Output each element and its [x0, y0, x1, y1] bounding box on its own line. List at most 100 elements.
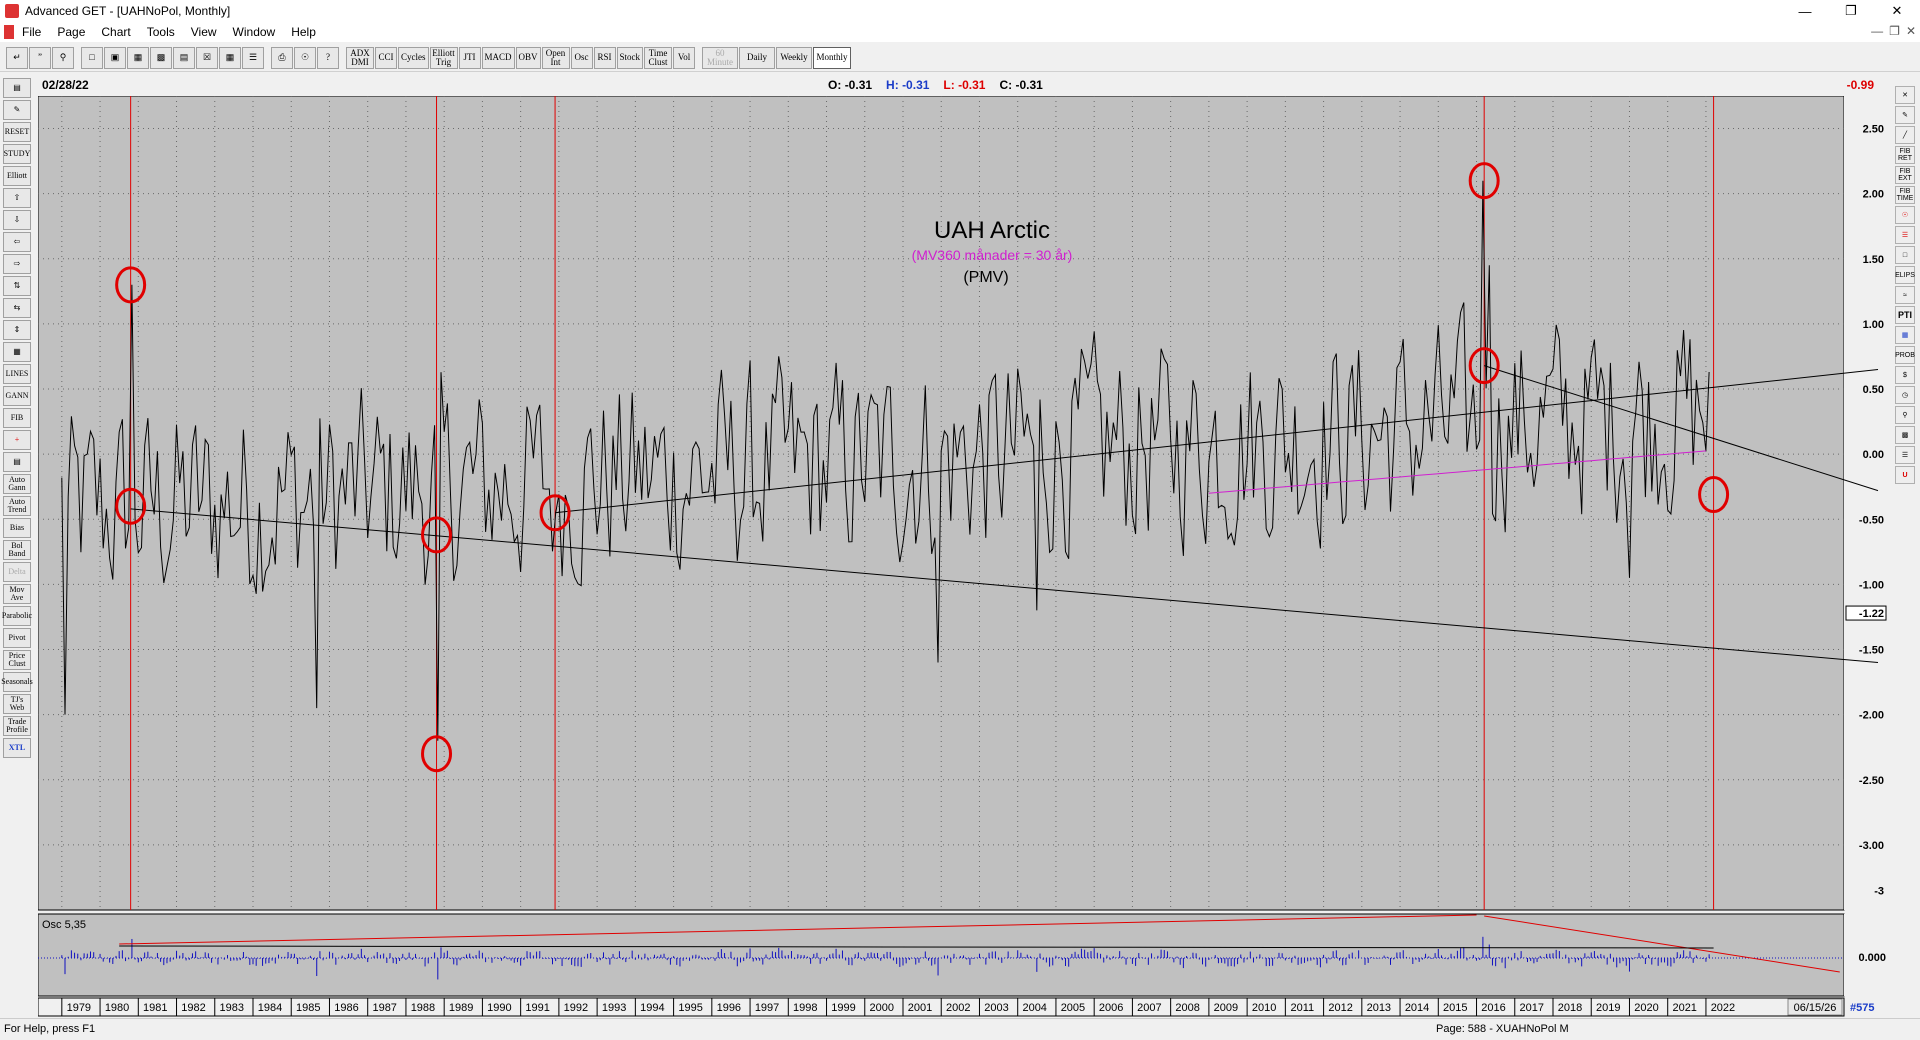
menu-file[interactable]: File: [22, 25, 42, 39]
close-button[interactable]: ✕: [1891, 3, 1903, 18]
dollar-icon[interactable]: $: [1895, 366, 1915, 384]
study-button[interactable]: STUDY: [3, 144, 31, 164]
elliott-trig-button[interactable]: Elliott Trig: [429, 46, 458, 69]
wave-icon[interactable]: ≈: [1895, 286, 1915, 304]
clock-icon[interactable]: ◷: [1895, 386, 1915, 404]
crosshair-icon[interactable]: +: [3, 430, 31, 450]
pti-button[interactable]: PTI: [1895, 306, 1915, 324]
cycles-button[interactable]: Cycles: [398, 46, 429, 69]
table-icon[interactable]: ▦: [1895, 326, 1915, 344]
quote-icon[interactable]: ”: [29, 46, 51, 69]
circle-marker: [1698, 476, 1730, 514]
magnifier-icon[interactable]: ⚲: [1895, 406, 1915, 424]
page-icon[interactable]: ▤: [173, 46, 195, 69]
reset-button[interactable]: RESET: [3, 122, 31, 142]
zoom-icon[interactable]: ⚲: [52, 46, 74, 69]
pivot-button[interactable]: Pivot: [3, 628, 31, 648]
seasonals-button[interactable]: Seasonals: [1, 672, 33, 692]
arrow-left-icon[interactable]: ⇦: [3, 232, 31, 252]
new-icon[interactable]: □: [81, 46, 103, 69]
open-folder-icon[interactable]: ▤: [3, 78, 31, 98]
cursor-icon[interactable]: ↵: [6, 46, 28, 69]
grid-icon[interactable]: ▦: [219, 46, 241, 69]
open-icon[interactable]: ▦: [127, 46, 149, 69]
menu-tools[interactable]: Tools: [146, 25, 175, 39]
copy-icon[interactable]: ▩: [150, 46, 172, 69]
fib-button[interactable]: FIB: [3, 408, 31, 428]
bias-button[interactable]: Bias: [3, 518, 31, 538]
stock-button[interactable]: Stock: [616, 46, 644, 69]
checklist-icon[interactable]: ☰: [1895, 446, 1915, 464]
list-icon[interactable]: ☰: [242, 46, 264, 69]
tool-icon[interactable]: ✎: [3, 100, 31, 120]
temperature-series-line: [61, 180, 1710, 741]
bulb-icon[interactable]: ☉: [294, 46, 316, 69]
spiral-icon[interactable]: ☉: [1895, 206, 1915, 224]
monthly-button[interactable]: Monthly: [813, 46, 852, 69]
trade-profile-button[interactable]: Trade Profile: [3, 716, 31, 736]
chart-subtitle: (MV360 månader = 30 år): [912, 247, 1073, 263]
pencil-icon[interactable]: ✎: [1895, 106, 1915, 124]
mov-ave-button[interactable]: Mov Ave: [3, 584, 31, 604]
menu-view[interactable]: View: [190, 25, 217, 39]
close-tool-icon[interactable]: ✕: [1895, 86, 1915, 104]
parabolic-button[interactable]: Parabolic: [2, 606, 32, 626]
arrow-right-icon[interactable]: ⇨: [3, 254, 31, 274]
fib-time-button[interactable]: FIB TIME: [1895, 186, 1915, 204]
xtl-button[interactable]: XTL: [3, 738, 31, 758]
save-icon[interactable]: ▣: [104, 46, 126, 69]
60-minute-button[interactable]: 60 Minute: [702, 46, 739, 69]
prob-button[interactable]: PROB: [1895, 346, 1915, 364]
menu-page[interactable]: Page: [57, 25, 86, 39]
template-icon[interactable]: ▤: [3, 452, 31, 472]
paint-icon[interactable]: ▩: [1895, 426, 1915, 444]
open-int-button[interactable]: Open Int: [541, 46, 570, 69]
expand-icon[interactable]: ⇆: [3, 298, 31, 318]
obv-button[interactable]: OBV: [515, 46, 541, 69]
mdi-minimize-icon[interactable]: —: [1871, 24, 1884, 38]
jti-button[interactable]: JTI: [458, 46, 481, 69]
osc-button[interactable]: Osc: [570, 46, 593, 69]
weekly-button[interactable]: Weekly: [776, 46, 813, 69]
scale-icon[interactable]: ⇕: [3, 320, 31, 340]
help-icon[interactable]: ?: [317, 46, 339, 69]
print-icon[interactable]: ⎙: [271, 46, 293, 69]
menu-window[interactable]: Window: [232, 25, 276, 39]
auto-trend-button[interactable]: Auto Trend: [3, 496, 31, 516]
delta-button[interactable]: Delta: [3, 562, 31, 582]
elips-button[interactable]: ELIPS: [1895, 266, 1915, 284]
vol-button[interactable]: Vol: [673, 46, 696, 69]
bol-band-button[interactable]: Bol Band: [3, 540, 31, 560]
chart-area[interactable]: 2.50 2.00 1.50 1.00 0.50 0.00 -0.50 -1.00 -1.50 -…: [37, 95, 1888, 1017]
fan-icon[interactable]: ☰: [1895, 226, 1915, 244]
fib-ret-button[interactable]: FIB RET: [1895, 146, 1915, 164]
minimize-button[interactable]: —: [1798, 3, 1812, 19]
delete-icon[interactable]: ☒: [196, 46, 218, 69]
time-clust-button[interactable]: Time Clust: [644, 46, 673, 69]
lines-button[interactable]: LINES: [3, 364, 31, 384]
compress-icon[interactable]: ⇅: [3, 276, 31, 296]
fib-ext-button[interactable]: FIB EXT: [1895, 166, 1915, 184]
tjs-web-button[interactable]: TJ's Web: [3, 694, 31, 714]
maximize-button[interactable]: ❐: [1845, 3, 1857, 18]
auto-gann-button[interactable]: Auto Gann: [3, 474, 31, 494]
arrow-up-icon[interactable]: ⇧: [3, 188, 31, 208]
mdi-restore-icon[interactable]: ❐: [1889, 24, 1900, 38]
magnet-icon[interactable]: U: [1895, 466, 1915, 484]
price-chart[interactable]: 2.50 2.00 1.50 1.00 0.50 0.00 -0.50 -1.00 -1.50 -…: [37, 95, 1888, 1018]
cci-button[interactable]: CCI: [375, 46, 397, 69]
gann-button[interactable]: GANN: [3, 386, 31, 406]
adx-dmi-button[interactable]: ADX DMI: [346, 46, 374, 69]
line-tool-icon[interactable]: ╱: [1895, 126, 1915, 144]
menu-chart[interactable]: Chart: [101, 25, 131, 39]
grid-toggle-icon[interactable]: ▦: [3, 342, 31, 362]
arrow-down-icon[interactable]: ⇩: [3, 210, 31, 230]
price-clust-button[interactable]: Price Clust: [3, 650, 31, 670]
mdi-close-icon[interactable]: ✕: [1905, 24, 1916, 38]
rsi-button[interactable]: RSI: [593, 46, 616, 69]
daily-button[interactable]: Daily: [739, 46, 776, 69]
menu-help[interactable]: Help: [291, 25, 316, 39]
elliott-button[interactable]: Elliott: [3, 166, 31, 186]
macd-button[interactable]: MACD: [481, 46, 515, 69]
box-icon[interactable]: □: [1895, 246, 1915, 264]
